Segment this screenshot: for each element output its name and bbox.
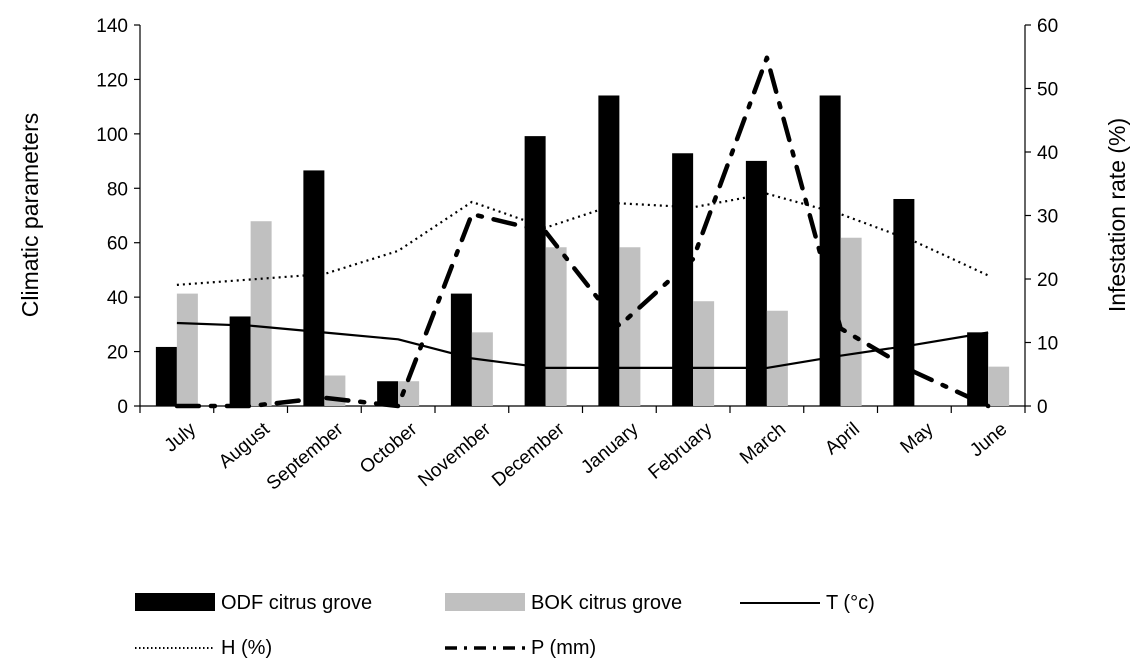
legend-swatch xyxy=(445,593,525,611)
legend-label: P (mm) xyxy=(531,637,596,659)
bar-odf xyxy=(967,332,989,406)
plot-area: 0 20 40 60 80 100 120 140 0 10 20 30 40 50 60 July Aug… xyxy=(96,16,1058,495)
category-label: November xyxy=(414,418,495,491)
bar-odf xyxy=(598,95,620,407)
bar-odf xyxy=(303,170,325,406)
line-dashdot xyxy=(174,55,991,409)
bar-bok xyxy=(766,310,788,406)
bar-odf xyxy=(450,293,472,406)
category-label: August xyxy=(215,418,274,473)
bar-bok xyxy=(176,293,198,406)
left-tick-label: 40 xyxy=(107,288,128,309)
category-label: December xyxy=(488,418,569,491)
legend-label: BOK citrus grove xyxy=(531,592,682,614)
legend-label: ODF citrus grove xyxy=(221,592,372,614)
bar-bok xyxy=(988,366,1010,406)
left-tick-label: 0 xyxy=(117,397,128,418)
line-dotted xyxy=(176,192,989,286)
left-tick-label: 120 xyxy=(96,70,128,91)
legend-label: T (°c) xyxy=(826,592,875,614)
right-axis-ticks: 0 10 20 30 40 50 60 xyxy=(1025,16,1058,418)
category-label: October xyxy=(356,418,422,478)
bar-bok xyxy=(545,247,567,406)
line-solid xyxy=(176,321,989,369)
right-tick-label: 30 xyxy=(1037,207,1058,228)
bar-odf xyxy=(745,160,767,406)
category-label: March xyxy=(736,419,790,469)
left-tick-label: 60 xyxy=(107,234,128,255)
bar-odf xyxy=(819,95,841,407)
right-tick-label: 40 xyxy=(1037,143,1058,164)
bar-bok xyxy=(840,237,862,406)
legend: ODF citrus grove BOK citrus grove T (°c) H … xyxy=(135,592,875,659)
x-axis-ticks xyxy=(139,406,1026,413)
bar-bok xyxy=(619,247,641,406)
right-axis-title: Infestation rate (%) xyxy=(1104,118,1130,312)
legend-swatch xyxy=(135,593,215,611)
bar-odf xyxy=(672,153,694,406)
bar-odf xyxy=(893,198,915,406)
left-tick-label: 140 xyxy=(96,16,128,37)
bar-odf xyxy=(155,346,177,406)
bar-bok xyxy=(250,221,272,406)
bar-bok xyxy=(398,381,420,406)
left-axis-ticks: 0 20 40 60 80 100 120 140 xyxy=(96,16,140,418)
bar-odf xyxy=(377,381,399,406)
bar-marks xyxy=(155,95,1010,407)
bar-odf xyxy=(524,136,546,406)
category-label: January xyxy=(577,418,643,478)
left-tick-label: 80 xyxy=(107,179,128,200)
bar-odf xyxy=(229,316,251,406)
category-label: July xyxy=(161,418,201,456)
left-tick-label: 100 xyxy=(96,125,128,146)
category-label: February xyxy=(645,418,717,483)
category-label: April xyxy=(821,419,864,460)
category-label: June xyxy=(966,419,1011,462)
left-tick-label: 20 xyxy=(107,343,128,364)
line-series xyxy=(174,55,991,409)
right-tick-label: 50 xyxy=(1037,80,1058,101)
right-tick-label: 0 xyxy=(1037,397,1048,418)
right-tick-label: 60 xyxy=(1037,16,1058,37)
bar-bok xyxy=(471,332,493,406)
right-tick-label: 10 xyxy=(1037,334,1058,355)
bar-bok xyxy=(693,301,715,406)
right-tick-label: 20 xyxy=(1037,270,1058,291)
category-label: September xyxy=(263,418,348,494)
category-label: May xyxy=(897,418,938,457)
legend-label: H (%) xyxy=(221,637,272,659)
left-axis-title: Climatic parameters xyxy=(17,113,43,318)
